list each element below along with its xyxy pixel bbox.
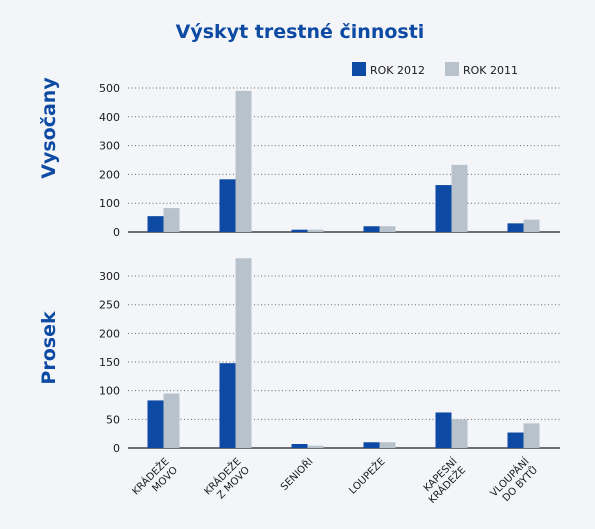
- y-tick-label: 250: [99, 299, 120, 312]
- bar-rok-2011-2: [307, 229, 324, 232]
- bar-rok-2011-4: [451, 164, 468, 232]
- y-tick-label: 50: [106, 413, 120, 426]
- bar-rok-2011-1: [235, 90, 252, 232]
- y-tick-label: 200: [99, 327, 120, 340]
- x-tick-label: LOUPEŽE: [346, 455, 388, 497]
- y-tick-label: 0: [113, 442, 120, 455]
- y-tick-label: 400: [99, 111, 120, 124]
- bar-rok-2011-3: [379, 442, 396, 448]
- legend-label-0: ROK 2012: [370, 64, 425, 77]
- x-tick-label: KRÁDEŽEMOVO: [129, 455, 180, 506]
- bar-rok-2012-3: [363, 442, 380, 448]
- bar-rok-2011-5: [523, 423, 540, 448]
- bar-rok-2011-1: [235, 258, 252, 448]
- bar-rok-2011-4: [451, 419, 468, 448]
- bar-rok-2012-2: [291, 443, 308, 448]
- x-tick-label: SENIOŘI: [278, 455, 316, 493]
- bar-rok-2012-4: [435, 185, 452, 232]
- y-tick-label: 150: [99, 356, 120, 369]
- y-tick-label: 0: [113, 226, 120, 239]
- bar-rok-2011-0: [163, 393, 180, 448]
- bar-rok-2011-2: [307, 445, 324, 448]
- panel-vysočany: Vysočany 0 100 200 300 400 500: [38, 77, 560, 239]
- panel-label-0: Vysočany: [38, 77, 60, 179]
- legend-swatch-0: [352, 62, 366, 76]
- bar-rok-2012-1: [219, 179, 236, 232]
- panel-prosek: Prosek 0 50 100 150 200 250 300: [38, 258, 560, 455]
- legend: ROK 2012 ROK 2011: [352, 62, 518, 77]
- y-tick-label: 200: [99, 168, 120, 181]
- y-tick-label: 300: [99, 270, 120, 283]
- chart-title: Výskyt trestné činnosti: [176, 21, 425, 43]
- bar-rok-2012-4: [435, 412, 452, 448]
- y-tick-label: 100: [99, 197, 120, 210]
- bar-rok-2012-5: [507, 223, 524, 232]
- legend-label-1: ROK 2011: [463, 64, 518, 77]
- bar-rok-2011-0: [163, 208, 180, 232]
- y-tick-label: 100: [99, 385, 120, 398]
- x-axis-labels: KRÁDEŽEMOVO KRÁDEŽEZ MOVO SENIOŘI LOUPEŽE KA…: [129, 455, 540, 508]
- y-tick-label: 500: [99, 82, 120, 95]
- panel-label-1: Prosek: [38, 311, 60, 385]
- bar-rok-2012-0: [147, 216, 164, 232]
- x-tick-label: KRÁDEŽEZ MOVO: [201, 455, 252, 506]
- bar-rok-2012-5: [507, 432, 524, 448]
- bar-rok-2012-2: [291, 229, 308, 232]
- bar-rok-2011-3: [379, 226, 396, 232]
- y-tick-label: 300: [99, 140, 120, 153]
- bar-rok-2012-1: [219, 363, 236, 448]
- bar-rok-2012-3: [363, 226, 380, 232]
- bar-rok-2012-0: [147, 400, 164, 448]
- bar-rok-2011-5: [523, 219, 540, 232]
- x-tick-label: KAPESNÍKRÁDEŽE: [417, 455, 468, 506]
- x-tick-label: VLOUPÁNÍDO BYTŮ: [487, 455, 540, 508]
- legend-swatch-1: [445, 62, 459, 76]
